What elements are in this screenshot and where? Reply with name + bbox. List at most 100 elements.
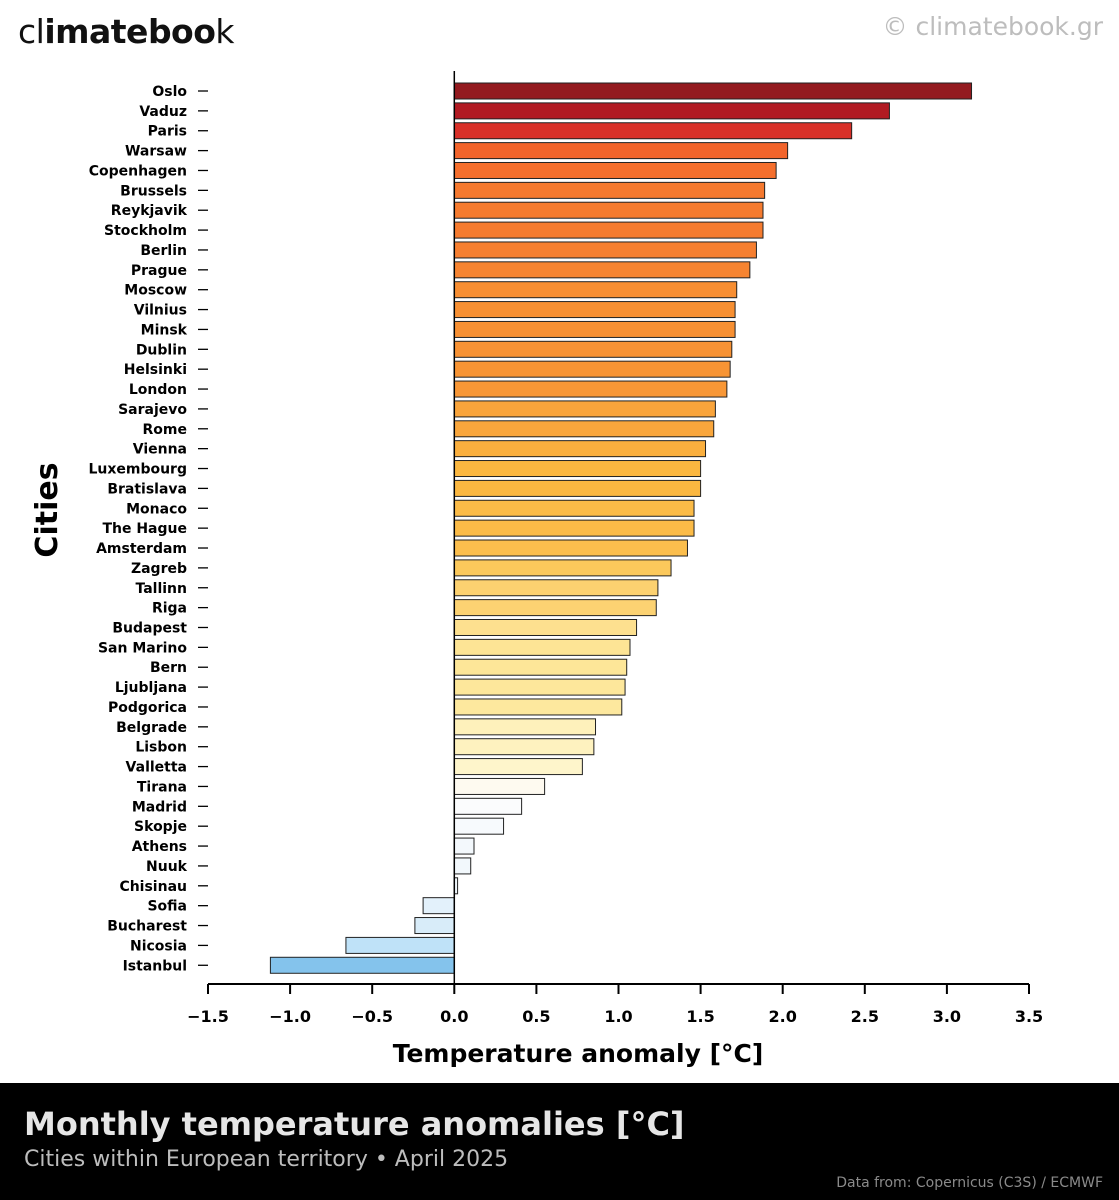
bar-vilnius xyxy=(453,301,736,319)
y-tick-label: Chisinau xyxy=(119,879,187,895)
bar-istanbul xyxy=(269,956,455,974)
footer-banner: Monthly temperature anomalies [°C] Citie… xyxy=(0,1083,1119,1200)
y-tick-label: Valletta xyxy=(126,760,187,776)
brand-prefix: cl xyxy=(18,12,45,51)
bar-nuuk xyxy=(453,857,472,875)
bar-skopje xyxy=(453,817,505,835)
x-tick-label: −1.0 xyxy=(269,1007,311,1026)
bar-belgrade xyxy=(453,718,597,736)
bar-tallinn xyxy=(453,579,659,597)
bar-nicosia xyxy=(345,936,455,954)
y-tick-label: Istanbul xyxy=(123,958,187,974)
x-axis-label: Temperature anomaly [°C] xyxy=(393,1039,764,1068)
y-tick-label: Berlin xyxy=(140,243,187,259)
y-tick-label: Brussels xyxy=(120,183,187,199)
bar-helsinki xyxy=(453,360,731,378)
y-tick-label: Bern xyxy=(150,660,187,676)
y-tick-label: Athens xyxy=(132,839,187,855)
x-tick-label: 3.5 xyxy=(1015,1007,1043,1026)
y-tick-label: Vilnius xyxy=(134,303,187,319)
brand-bold-b: boo xyxy=(147,12,216,51)
y-tick-label: Zagreb xyxy=(131,561,187,577)
y-tick-label: Rome xyxy=(143,422,187,438)
bar-podgorica xyxy=(453,698,623,716)
y-tick-labels: Oslo Vaduz Paris Warsaw Copenhagen Brussels Re… xyxy=(88,84,208,974)
bar-minsk xyxy=(453,320,736,338)
copyright-text: © climatebook.gr xyxy=(882,12,1103,41)
y-tick-label: The Hague xyxy=(102,521,187,537)
y-tick-label: Stockholm xyxy=(104,223,187,239)
y-tick-label: Belgrade xyxy=(116,720,187,736)
bar-ljubljana xyxy=(453,678,626,696)
y-tick-label: Helsinki xyxy=(124,362,187,378)
x-tick-label: −1.5 xyxy=(187,1007,229,1026)
bar-athens xyxy=(453,837,475,855)
y-tick-label: Vaduz xyxy=(139,104,187,120)
y-tick-label: Vienna xyxy=(133,442,187,458)
footer-title: Monthly temperature anomalies [°C] xyxy=(24,1105,685,1143)
y-tick-label: Tirana xyxy=(137,779,187,795)
y-tick-label: Prague xyxy=(131,263,187,279)
y-tick-label: London xyxy=(129,382,187,398)
bars-layer xyxy=(269,71,973,984)
bar-vaduz xyxy=(453,102,890,120)
x-tick-label: −0.5 xyxy=(351,1007,393,1026)
y-tick-label: Luxembourg xyxy=(88,462,187,478)
y-tick-label: Lisbon xyxy=(135,740,187,756)
x-tick-label: 1.0 xyxy=(604,1007,632,1026)
x-tick-label: 0.0 xyxy=(440,1007,468,1026)
bar-copenhagen xyxy=(453,161,777,179)
y-tick-label: Oslo xyxy=(152,84,187,100)
y-tick-label: Nicosia xyxy=(130,938,187,954)
y-tick-label: Bratislava xyxy=(107,481,187,497)
bar-madrid xyxy=(453,797,523,815)
x-tick-label: 1.5 xyxy=(686,1007,714,1026)
y-tick-label: Amsterdam xyxy=(96,541,187,557)
y-tick-label: Paris xyxy=(148,124,187,140)
y-tick-label: Tallinn xyxy=(135,581,187,597)
bar-vienna xyxy=(453,440,707,458)
y-tick-label: Podgorica xyxy=(108,700,187,716)
brand-suffix: k xyxy=(215,12,235,51)
bar-oslo xyxy=(453,82,973,100)
bar-berlin xyxy=(453,241,757,259)
y-tick-label: Warsaw xyxy=(125,144,187,160)
y-tick-label: San Marino xyxy=(98,640,187,656)
bar-moscow xyxy=(453,281,738,299)
bar-tirana xyxy=(453,777,546,795)
x-tick-label: 2.0 xyxy=(769,1007,797,1026)
bar-bucharest xyxy=(414,917,455,935)
bar-stockholm xyxy=(453,221,764,239)
y-tick-label: Copenhagen xyxy=(89,163,187,179)
bar-lisbon xyxy=(453,738,595,756)
y-tick-label: Budapest xyxy=(112,620,187,636)
bar-san-marino xyxy=(453,638,631,656)
bar-reykjavik xyxy=(453,201,764,219)
bar-chart: Oslo Vaduz Paris Warsaw Copenhagen Brussels Re… xyxy=(30,71,1043,1068)
bar-riga xyxy=(453,599,657,617)
bar-brussels xyxy=(453,181,766,199)
bar-bratislava xyxy=(453,479,702,497)
y-tick-label: Riga xyxy=(152,601,187,617)
y-tick-label: Minsk xyxy=(141,322,188,338)
bar-london xyxy=(453,380,728,398)
bar-budapest xyxy=(453,618,638,636)
bar-warsaw xyxy=(453,142,789,160)
y-tick-label: Monaco xyxy=(126,501,187,517)
y-tick-label: Madrid xyxy=(132,799,187,815)
bar-zagreb xyxy=(453,559,672,577)
x-axis: −1.5 −1.0 −0.5 0.0 0.5 1.0 1.5 2.0 2.5 3.0 3.5 xyxy=(187,983,1043,1026)
y-tick-label: Ljubljana xyxy=(115,680,187,696)
bar-bern xyxy=(453,658,628,676)
bar-luxembourg xyxy=(453,460,702,478)
bar-sofia xyxy=(422,897,455,915)
y-tick-label: Sofia xyxy=(147,899,187,915)
bar-prague xyxy=(453,261,751,279)
bar-monaco xyxy=(453,499,695,517)
brand-logo: climatebook xyxy=(18,12,235,51)
y-tick-label: Sarajevo xyxy=(118,402,187,418)
y-tick-label: Moscow xyxy=(124,283,187,299)
x-tick-label: 0.5 xyxy=(522,1007,550,1026)
data-source: Data from: Copernicus (C3S) / ECMWF xyxy=(836,1175,1103,1191)
y-axis-label: Cities xyxy=(30,462,65,557)
